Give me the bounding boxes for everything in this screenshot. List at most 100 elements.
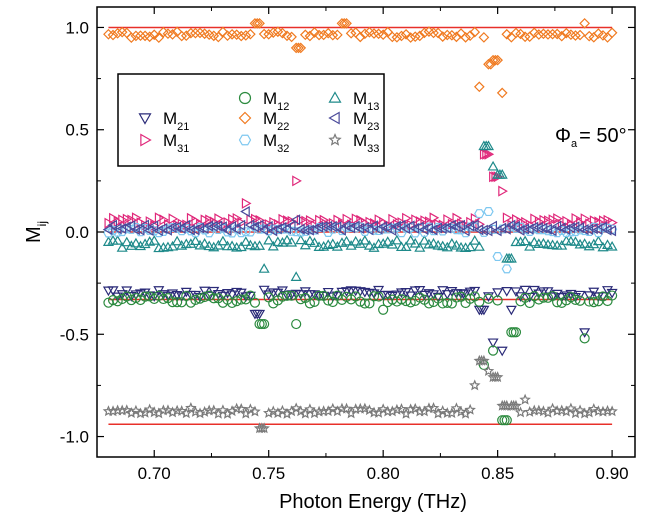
data-point-M13: [377, 238, 389, 248]
data-point-M12: [451, 292, 462, 303]
data-point-M33: [514, 406, 527, 418]
y-tick-label: -0.5: [60, 325, 89, 344]
data-point-M13: [125, 240, 137, 250]
data-point-M13: [116, 242, 128, 252]
data-point-M31: [411, 214, 421, 226]
data-point-M22: [332, 29, 343, 41]
data-point-M31: [237, 217, 247, 229]
data-point-M33: [583, 406, 595, 418]
data-point-M22: [547, 28, 558, 40]
data-point-M23: [368, 220, 378, 232]
data-point-M32: [355, 222, 366, 232]
data-point-M21: [203, 291, 215, 302]
data-point-M23: [258, 224, 269, 236]
data-point-M23: [130, 224, 140, 236]
data-point-M23: [386, 224, 397, 236]
data-point-M21: [373, 285, 385, 296]
data-point-M31: [498, 185, 508, 197]
data-point-M33: [546, 402, 559, 414]
data-point-M23: [166, 221, 177, 233]
data-point-M13: [588, 238, 600, 249]
data-point-M33: [143, 403, 156, 415]
data-point-M22: [492, 54, 503, 66]
data-point-M12: [570, 294, 581, 305]
data-point-M22: [432, 27, 444, 39]
data-point-M22: [354, 31, 366, 43]
data-point-M31: [118, 214, 128, 226]
data-point-M12: [323, 295, 334, 306]
data-point-M13: [281, 234, 293, 245]
data-point-M22: [556, 30, 568, 42]
legend-label-sub: 31: [177, 143, 189, 155]
data-point-M22: [130, 30, 142, 42]
data-point-M33: [285, 405, 298, 417]
data-point-M33: [175, 405, 188, 416]
data-point-M33: [498, 399, 511, 411]
data-point-M31: [562, 215, 573, 227]
data-point-M21: [492, 288, 504, 298]
data-point-M12: [524, 297, 535, 309]
data-point-M31: [571, 212, 582, 225]
data-point-M13: [569, 236, 582, 246]
data-point-M22: [368, 28, 380, 39]
data-point-M22: [579, 18, 590, 29]
legend-label-sub: 23: [367, 121, 379, 133]
data-point-M21: [457, 289, 469, 300]
y-tick-label: 0.0: [65, 223, 89, 242]
data-point-M33: [578, 407, 591, 419]
data-point-M33: [281, 407, 293, 419]
data-point-M23: [185, 224, 195, 236]
data-point-M32: [487, 224, 499, 234]
data-point-M23: [299, 224, 310, 236]
data-point-M21: [221, 288, 234, 299]
data-point-M31: [301, 215, 312, 227]
data-point-M22: [263, 28, 275, 40]
data-point-M23: [464, 220, 475, 232]
data-point-M13: [464, 241, 476, 252]
data-point-M31: [333, 214, 344, 226]
data-point-M23: [295, 223, 305, 235]
data-point-M13: [592, 235, 604, 246]
data-point-M23: [331, 221, 342, 233]
data-point-M23: [436, 222, 447, 234]
data-point-M33: [221, 407, 234, 419]
data-point-M12: [194, 293, 206, 304]
data-point-M32: [171, 223, 183, 233]
data-point-M31: [530, 213, 540, 225]
data-point-M33: [565, 402, 577, 414]
data-point-M31: [241, 197, 252, 209]
legend-marker-M12: [238, 91, 252, 105]
data-point-M13: [428, 237, 440, 248]
data-point-M13: [194, 239, 206, 250]
data-point-M22: [135, 30, 146, 42]
data-point-M13: [601, 239, 614, 249]
data-point-M23: [317, 221, 328, 233]
data-point-M31: [319, 214, 330, 226]
data-point-M12: [190, 294, 201, 306]
data-point-M13: [519, 235, 531, 246]
x-tick-label: 0.70: [138, 464, 171, 483]
data-point-M31: [159, 214, 170, 226]
data-point-M22: [574, 29, 586, 41]
data-point-M23: [505, 219, 516, 231]
data-point-M21: [368, 289, 380, 300]
data-point-M33: [409, 402, 421, 414]
data-point-M23: [221, 224, 232, 236]
data-point-M12: [139, 291, 151, 302]
data-point-M23: [569, 221, 580, 233]
data-point-M21: [501, 287, 513, 297]
data-point-M22: [125, 32, 137, 43]
data-point-M13: [405, 234, 417, 245]
data-point-M12: [291, 318, 302, 330]
legend-label-sub: 22: [277, 121, 289, 133]
data-point-M22: [414, 30, 426, 42]
data-point-M23: [281, 223, 291, 235]
data-point-M13: [167, 240, 179, 251]
data-point-M23: [175, 222, 186, 234]
data-point-M31: [516, 216, 527, 228]
data-point-M21: [588, 287, 600, 298]
data-point-M22: [251, 18, 263, 29]
data-point-M33: [198, 405, 211, 417]
data-point-M13: [148, 235, 160, 245]
